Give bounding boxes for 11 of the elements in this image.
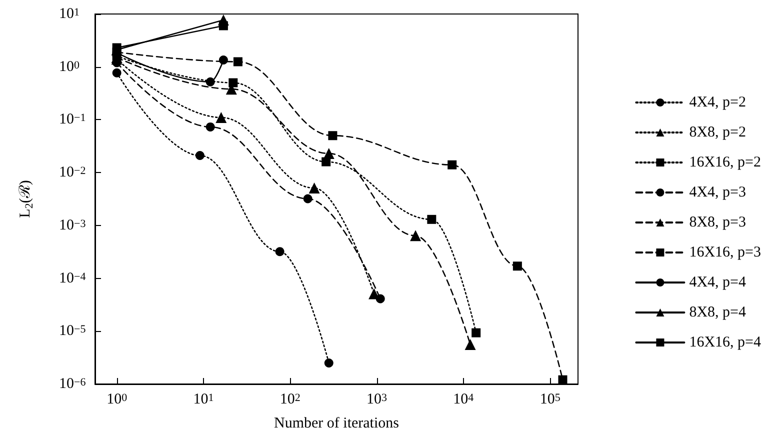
legend-label: 8X8, p=4 <box>689 304 746 320</box>
legend-label: 16X16, p=3 <box>689 244 762 260</box>
x-axis-title: Number of iterations <box>274 416 400 432</box>
legend-label: 4X4, p=3 <box>689 184 746 200</box>
legend-label: 16X16, p=4 <box>689 334 762 350</box>
legend-label: 16X16, p=2 <box>689 154 762 170</box>
y-axis-title: L2(ℛ) <box>18 180 36 218</box>
legend-label: 4X4, p=2 <box>689 94 746 110</box>
legend-label: 4X4, p=4 <box>689 274 746 290</box>
legend-label: 8X8, p=3 <box>689 214 746 230</box>
legend-label: 8X8, p=2 <box>689 124 746 140</box>
